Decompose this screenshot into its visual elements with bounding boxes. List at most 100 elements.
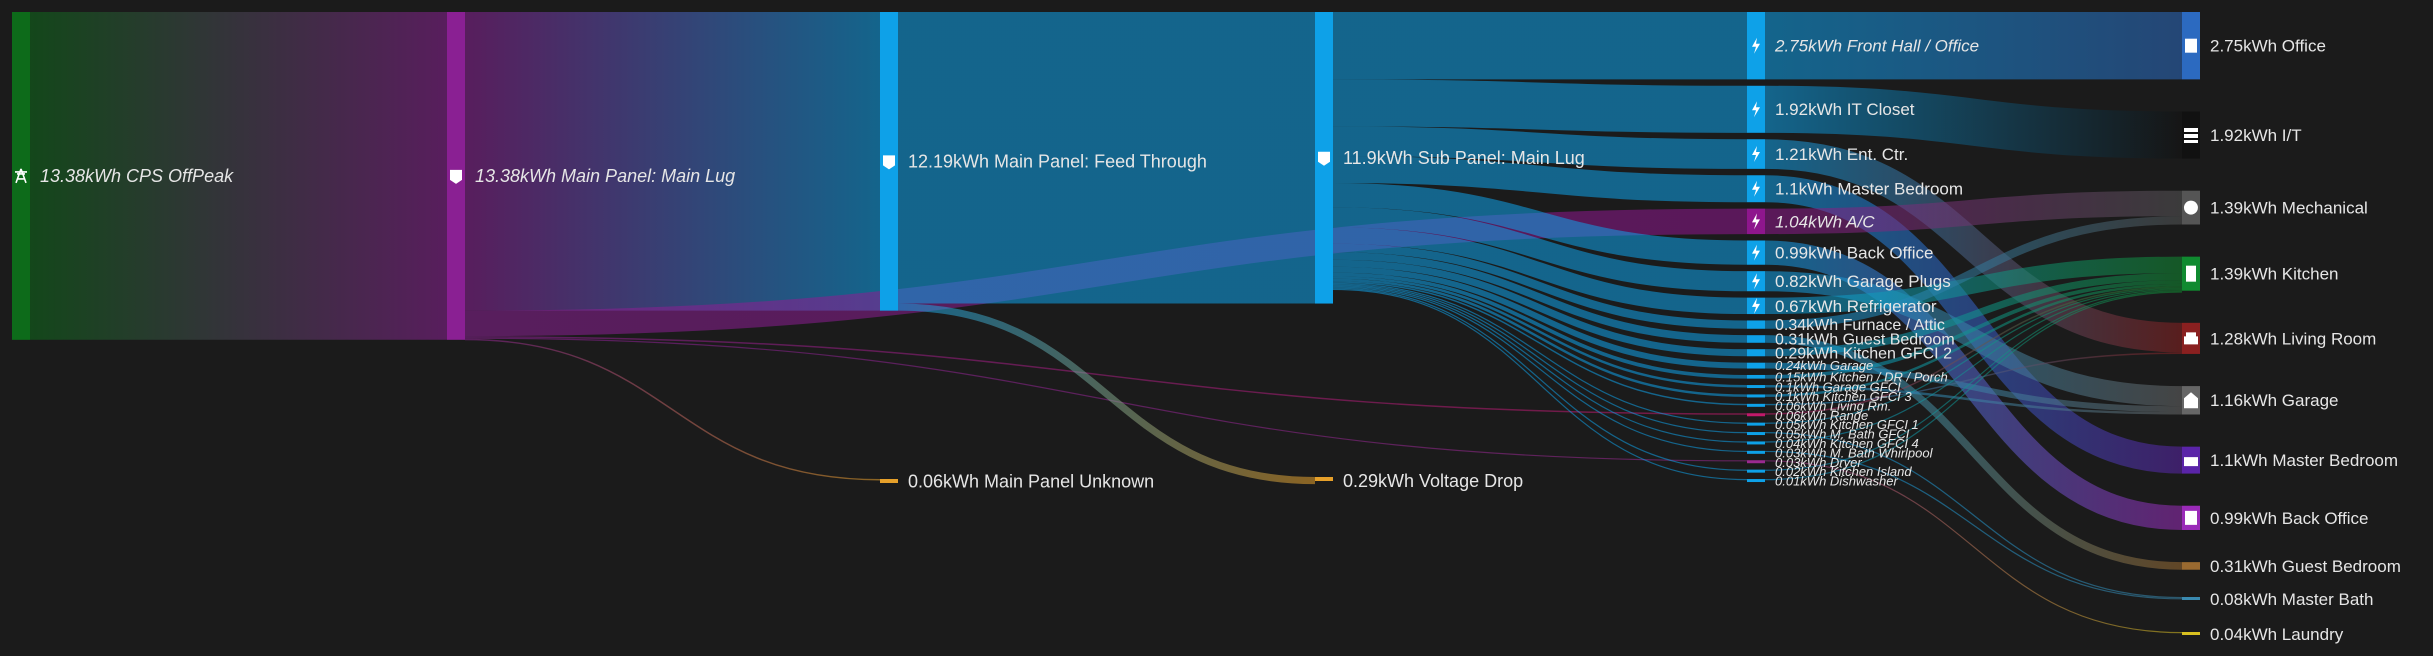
fan-icon	[2183, 200, 2198, 215]
node-c_living[interactable]	[1747, 403, 1765, 407]
label-c_mbgfci: 0.05kWh M. Bath GFCI	[1775, 427, 1910, 442]
label-c_it: 1.92kWh IT Closet	[1775, 100, 1915, 119]
label-r_mbath: 0.08kWh Master Bath	[2210, 590, 2373, 609]
node-c_kg2[interactable]	[1747, 349, 1765, 357]
label-c_back: 0.99kWh Back Office	[1775, 244, 1933, 263]
node-c_garage[interactable]	[1747, 362, 1765, 369]
node-vdrop[interactable]	[1315, 477, 1333, 481]
link-c_range-to-r_kitchen[interactable]	[1764, 286, 2183, 415]
bolt-icon	[1752, 146, 1760, 163]
link-sub-to-c_mbgfci[interactable]	[1332, 283, 1748, 434]
link-c_mbgfci-to-r_mbath[interactable]	[1764, 432, 2183, 599]
link-main_lug-to-c_dryer[interactable]	[464, 337, 1748, 462]
link-c_gplugs-to-r_garage[interactable]	[1764, 271, 2183, 407]
label-c_front: 2.75kWh Front Hall / Office	[1774, 37, 1979, 56]
label-unknown_main: 0.06kWh Main Panel Unknown	[908, 471, 1154, 491]
lightning-badge-icon	[450, 169, 462, 184]
label-c_island: 0.02kWh Kitchen Island	[1775, 464, 1912, 479]
link-c_furnace-to-r_mech[interactable]	[1764, 216, 2183, 329]
link-c_kg2-to-r_kitchen[interactable]	[1764, 273, 2183, 357]
bolt-icon	[1752, 297, 1760, 314]
link-c_it-to-r_it[interactable]	[1764, 85, 2183, 159]
flow-links	[30, 11, 2183, 634]
link-sub-to-c_ent[interactable]	[1332, 126, 1748, 169]
link-main_lug-to-c_range[interactable]	[464, 336, 1748, 415]
label-c_kg4: 0.04kWh Kitchen GFCI 4	[1775, 436, 1919, 451]
building-icon	[2185, 38, 2197, 53]
label-c_whirl: 0.03kWh M. Bath Whirlpool	[1775, 445, 1934, 460]
label-r_kitchen: 1.39kWh Kitchen	[2210, 265, 2339, 284]
link-c_kg4-to-r_kitchen[interactable]	[1764, 288, 2183, 443]
link-sub-to-c_kg4[interactable]	[1332, 285, 1748, 443]
server-icon	[2184, 128, 2198, 144]
node-c_whirl[interactable]	[1747, 450, 1765, 454]
label-r_laundry: 0.04kWh Laundry	[2210, 625, 2344, 644]
link-c_kdr-to-r_kitchen[interactable]	[1764, 280, 2183, 379]
link-sub-to-c_whirl[interactable]	[1332, 286, 1748, 453]
link-c_whirl-to-r_mbath[interactable]	[1764, 450, 2183, 600]
node-unknown_main[interactable]	[880, 479, 898, 483]
link-c_island-to-r_kitchen[interactable]	[1764, 290, 2183, 471]
node-c_ggfci[interactable]	[1747, 385, 1765, 389]
node-c_island[interactable]	[1747, 469, 1765, 473]
node-c_kdr[interactable]	[1747, 374, 1765, 379]
link-c_ent-to-r_living[interactable]	[1764, 139, 2183, 353]
link-sub-to-c_dish[interactable]	[1332, 288, 1748, 481]
bolt-icon	[1752, 37, 1760, 54]
link-sub-to-c_living[interactable]	[1332, 281, 1748, 406]
link-sub-to-c_kg1[interactable]	[1332, 282, 1748, 424]
node-c_mbgfci[interactable]	[1747, 432, 1765, 436]
link-c_ac-to-r_mech[interactable]	[1764, 190, 2183, 235]
node-c_kg1[interactable]	[1747, 422, 1765, 426]
node-r_mbath[interactable]	[2182, 597, 2200, 600]
label-r_it: 1.92kWh I/T	[2210, 126, 2302, 145]
link-sub-to-c_furnace[interactable]	[1332, 243, 1748, 329]
flow-nodes	[12, 12, 2200, 635]
link-c_garage-to-r_garage[interactable]	[1764, 362, 2183, 413]
link-sub-to-c_ggfci[interactable]	[1332, 276, 1748, 388]
node-r_laundry[interactable]	[2182, 632, 2200, 635]
link-sub-to-c_kdr[interactable]	[1332, 272, 1748, 379]
link-c_dish-to-r_kitchen[interactable]	[1764, 291, 2183, 481]
label-c_living: 0.06kWh Living Rm.	[1775, 398, 1891, 413]
link-main_lug-to-unknown_main[interactable]	[464, 338, 881, 481]
link-c_ggfci-to-r_garage[interactable]	[1764, 385, 2183, 415]
label-c_kg2: 0.29kWh Kitchen GFCI 2	[1775, 345, 1952, 362]
link-sub-to-c_fridge[interactable]	[1332, 227, 1748, 315]
link-sub-to-c_garage[interactable]	[1332, 266, 1748, 369]
node-grid[interactable]	[12, 12, 30, 340]
node-c_furnace[interactable]	[1747, 320, 1765, 329]
link-sub-to-c_guest[interactable]	[1332, 252, 1748, 343]
link-sub-to-c_kg2[interactable]	[1332, 259, 1748, 357]
link-sub-to-c_it[interactable]	[1332, 79, 1748, 133]
node-c_guest[interactable]	[1747, 335, 1765, 343]
node-r_guest[interactable]	[2182, 562, 2200, 570]
link-sub-to-c_kg3[interactable]	[1332, 278, 1748, 397]
node-c_kg3[interactable]	[1747, 394, 1765, 398]
link-sub-to-c_mbed[interactable]	[1332, 156, 1748, 203]
link-c_living-to-r_living[interactable]	[1764, 352, 2183, 406]
label-c_mbed: 1.1kWh Master Bedroom	[1775, 180, 1963, 199]
link-sub-to-c_back[interactable]	[1332, 183, 1748, 265]
fridge-icon	[2186, 265, 2196, 282]
label-c_dish: 0.01kWh Dishwasher	[1775, 474, 1898, 489]
bolt-icon	[1752, 273, 1760, 290]
link-c_kg3-to-r_kitchen[interactable]	[1764, 283, 2183, 397]
label-r_mbed: 1.1kWh Master Bedroom	[2210, 451, 2398, 470]
node-c_dish[interactable]	[1747, 479, 1765, 483]
link-c_kg1-to-r_kitchen[interactable]	[1764, 287, 2183, 424]
lightning-badge-icon	[1318, 151, 1330, 166]
link-c_mbed-to-r_mbed[interactable]	[1764, 175, 2183, 474]
link-feed-to-vdrop[interactable]	[897, 303, 1316, 485]
node-c_kg4[interactable]	[1747, 441, 1765, 445]
power-tower-icon	[15, 168, 27, 184]
link-sub-to-c_gplugs[interactable]	[1332, 207, 1748, 292]
node-c_range[interactable]	[1747, 413, 1765, 417]
lightning-badge-icon	[883, 155, 895, 170]
link-sub-to-c_island[interactable]	[1332, 287, 1748, 471]
label-c_range: 0.06kWh Range	[1775, 408, 1868, 423]
link-c_fridge-to-r_kitchen[interactable]	[1764, 256, 2183, 315]
bolt-icon	[1752, 244, 1760, 261]
node-c_dryer[interactable]	[1747, 460, 1765, 464]
